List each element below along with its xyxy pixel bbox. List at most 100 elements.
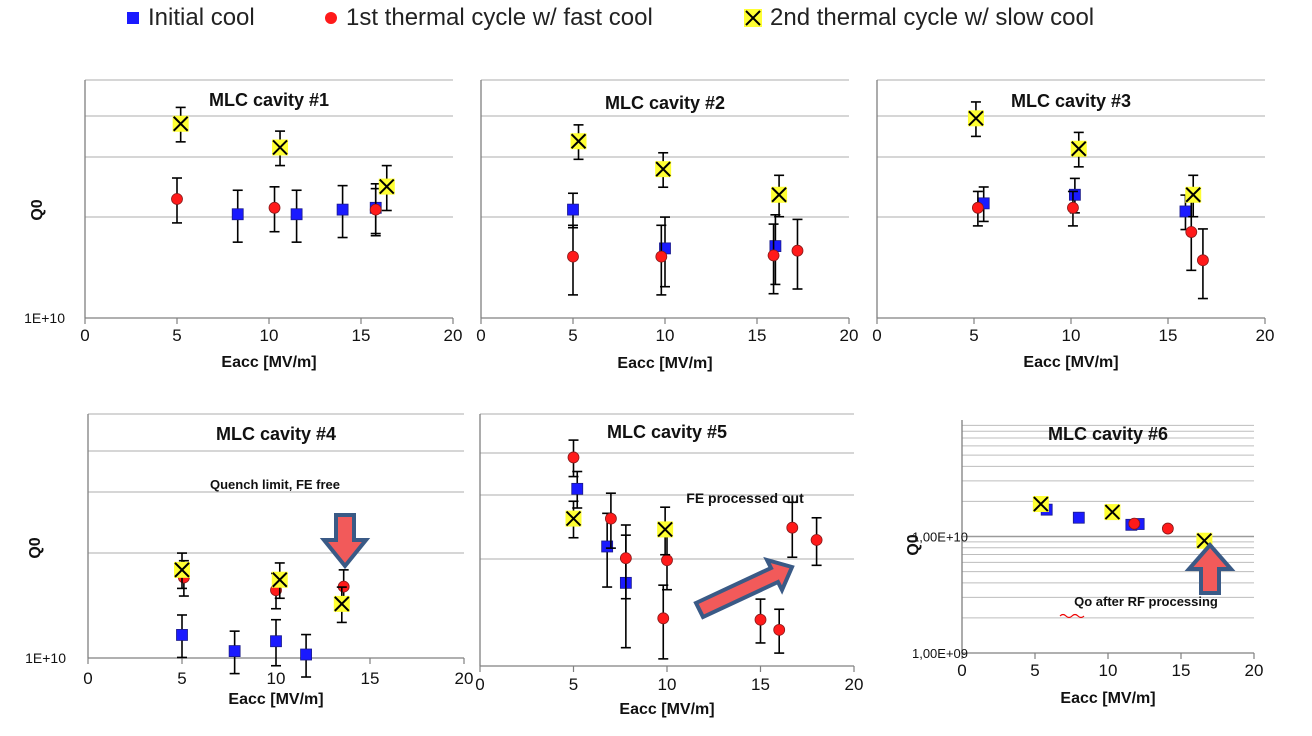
data-point-square — [601, 540, 614, 553]
data-point-x — [172, 115, 189, 132]
data-point-circle — [1128, 517, 1141, 530]
x-tick-label: 15 — [751, 675, 770, 694]
y-axis-label: Q0 — [29, 199, 46, 220]
x-tick-label: 10 — [656, 326, 675, 345]
x-tick-label: 20 — [1256, 326, 1275, 345]
y-tick-label: 1E+10 — [25, 650, 66, 666]
x-axis-label: Eacc [MV/m] — [617, 355, 712, 372]
data-point-circle — [657, 612, 670, 625]
legend-label: 1st thermal cycle w/ fast cool — [346, 4, 653, 31]
data-point-square — [300, 648, 312, 661]
y-tick-label: 1E+10 — [24, 310, 65, 326]
data-point-square — [228, 645, 241, 657]
series-1 — [1040, 503, 1145, 531]
data-point-x-cross — [272, 139, 288, 156]
data-point-x-cross — [570, 133, 587, 149]
x-tick-label: 20 — [444, 326, 463, 345]
x-axis-label: Eacc [MV/m] — [1060, 690, 1155, 707]
data-point-x — [272, 139, 289, 156]
x-tick-label: 15 — [361, 669, 380, 688]
series-1 — [176, 614, 312, 678]
series-3 — [565, 500, 674, 556]
data-point-x-cross — [379, 178, 395, 195]
data-point-circle — [767, 249, 780, 262]
data-point-square — [231, 208, 244, 221]
x-tick-label: 5 — [172, 326, 181, 345]
chart-panel-3: 0 5 10 15 20 Eacc [MV/m] MLC cavity #3 — [872, 79, 1275, 371]
y-tick-label: 1,00E+09 — [912, 646, 968, 661]
chart-title: MLC cavity #6 — [1048, 424, 1168, 444]
data-point-x-cross — [1033, 496, 1049, 512]
data-point-square — [290, 208, 303, 221]
x-tick-label: 0 — [872, 326, 881, 345]
data-point-x — [1070, 140, 1087, 157]
data-point-square — [176, 629, 188, 641]
data-point-x-cross — [1104, 504, 1121, 520]
series-1 — [567, 192, 782, 288]
data-point-circle — [773, 623, 786, 636]
x-tick-label: 0 — [476, 326, 485, 345]
chart-panel-6: 0 5 10 15 20 1,00E+10 1,00E+09 Eacc [MV/m] Q0 MLC… — [905, 420, 1263, 707]
y-axis-label: Q0 — [905, 534, 922, 555]
data-point-circle — [1161, 522, 1174, 535]
data-point-circle — [619, 552, 632, 565]
x-tick-label: 0 — [83, 669, 92, 688]
chart-annotation: Quench limit, FE free — [210, 477, 340, 492]
data-point-x-cross — [1071, 141, 1087, 157]
legend-label: Initial cool — [148, 4, 255, 31]
legend-label: 2nd thermal cycle w/ slow cool — [770, 4, 1095, 31]
data-point-circle — [655, 250, 668, 263]
x-tick-label: 10 — [1099, 661, 1118, 680]
y-axis-label: Q0 — [27, 537, 44, 558]
up-arrow-icon — [1184, 541, 1236, 595]
x-axis-label: Eacc [MV/m] — [221, 354, 316, 371]
series-2 — [171, 177, 382, 235]
series-3 — [172, 106, 395, 212]
x-tick-label: 0 — [80, 326, 89, 345]
spellcheck-squiggle — [1059, 613, 1085, 619]
data-point-square — [1179, 205, 1192, 218]
data-point-circle — [567, 250, 579, 263]
data-point-square — [270, 635, 282, 648]
data-point-x-cross — [272, 572, 288, 588]
data-point-circle — [1197, 254, 1209, 267]
data-point-square — [1072, 511, 1085, 524]
data-point-x-cross — [334, 596, 350, 612]
circle-icon — [325, 12, 337, 24]
x-tick-label: 10 — [658, 675, 677, 694]
series-1 — [231, 183, 382, 243]
series-1 — [977, 177, 1192, 231]
data-point-circle — [810, 534, 823, 546]
data-point-square — [567, 203, 579, 216]
diagonal-arrow-icon — [693, 556, 795, 620]
x-marker-icon — [744, 9, 762, 27]
data-point-square — [571, 482, 584, 495]
series-3 — [1032, 496, 1213, 549]
series-2 — [567, 218, 804, 296]
chart-panel-4: 0 5 10 15 20 1E+10 Eacc [MV/m] Q0 MLC cavity #4 Q… — [25, 413, 473, 708]
data-point-x — [967, 110, 984, 127]
legend: Initial cool 1st thermal cycle w/ fast c… — [0, 4, 1312, 34]
x-tick-label: 20 — [845, 675, 864, 694]
data-point-x-cross — [1185, 187, 1201, 203]
data-point-square — [336, 203, 349, 216]
legend-item-fast-cool: 1st thermal cycle w/ fast cool — [322, 4, 653, 32]
data-point-circle — [1185, 226, 1198, 238]
data-point-circle — [791, 244, 804, 257]
series-2 — [971, 190, 1209, 300]
data-point-x — [1185, 186, 1202, 203]
chart-panel-2: 0 5 10 15 20 Eacc [MV/m] MLC cavity #2 — [476, 79, 858, 372]
data-point-x — [570, 133, 587, 150]
x-tick-label: 5 — [569, 675, 578, 694]
series-2 — [1128, 517, 1174, 535]
data-point-circle — [171, 193, 183, 205]
data-point-circle — [661, 554, 673, 567]
series-3 — [174, 552, 350, 624]
data-point-circle — [754, 613, 767, 626]
data-point-x — [1104, 504, 1121, 521]
data-point-x-cross — [174, 562, 190, 578]
x-tick-label: 0 — [475, 675, 484, 694]
data-point-circle — [1067, 201, 1079, 214]
x-tick-label: 15 — [1159, 326, 1178, 345]
